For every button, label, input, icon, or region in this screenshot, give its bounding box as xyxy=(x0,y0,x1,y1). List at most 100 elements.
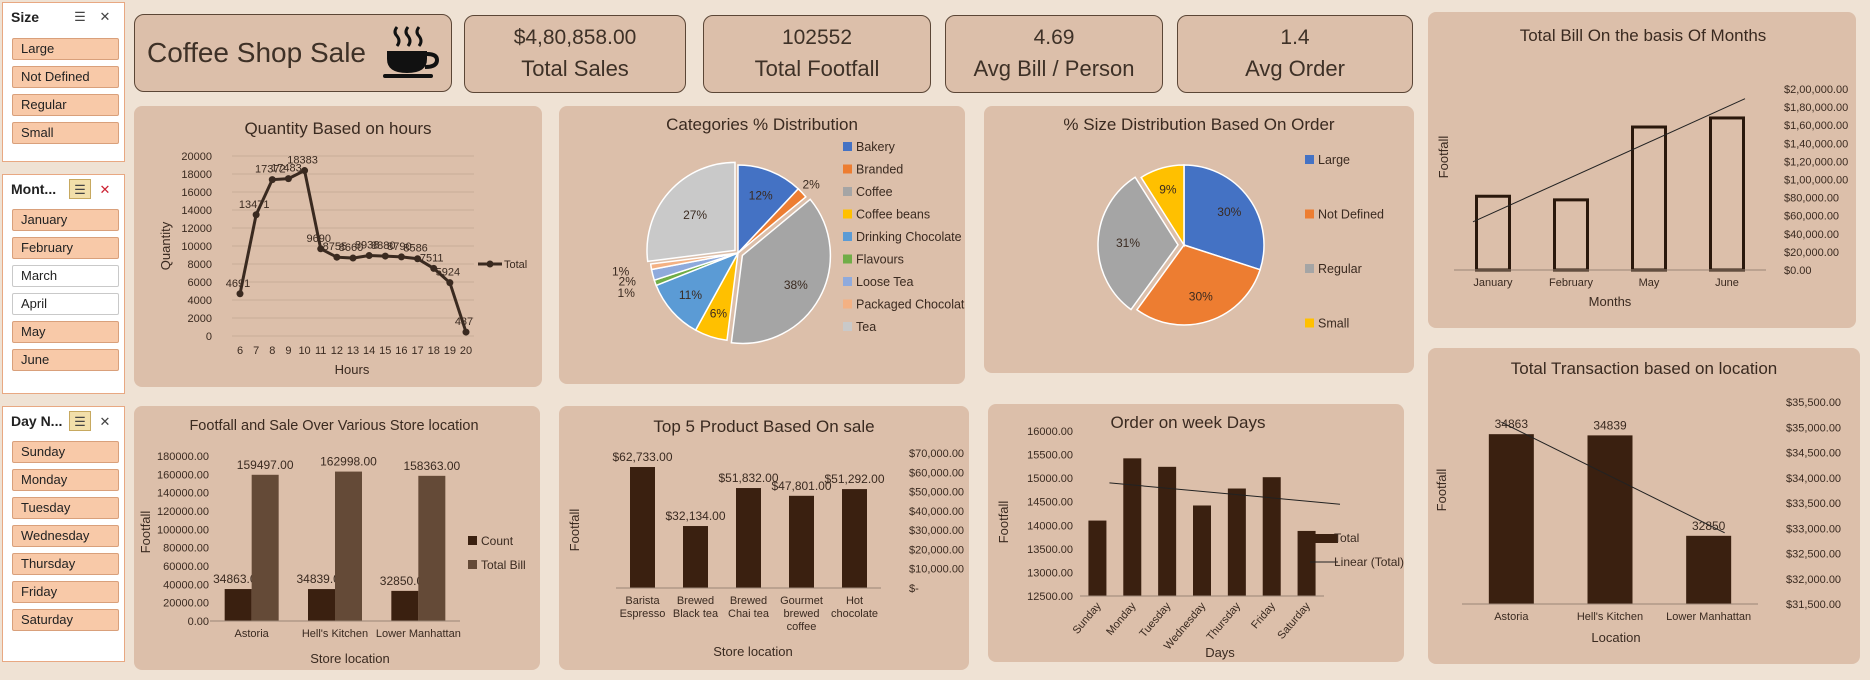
chart-title: Top 5 Product Based On sale xyxy=(653,417,874,436)
y-tick-label: 140000.00 xyxy=(157,488,209,500)
y-tick-label: $31,500.00 xyxy=(1786,599,1841,611)
bar xyxy=(1488,434,1534,604)
clear-filter-icon[interactable]: ✕ xyxy=(99,182,111,197)
y-tick-label: 15000.00 xyxy=(1027,473,1073,485)
y-axis-label: Footfall xyxy=(138,511,153,554)
panel-weekdays: Order on week Days 12500.00 13000.00 13500.… xyxy=(988,404,1404,662)
panel-months: Total Bill On the basis Of Months $0.00 $2… xyxy=(1428,12,1856,328)
x-tick-label: 20 xyxy=(460,345,472,357)
slice-label: 2% xyxy=(619,274,637,288)
y-tick-label: 16000 xyxy=(181,187,212,199)
x-tick-label: Brewed xyxy=(730,595,767,607)
y-tick-label: 12500.00 xyxy=(1027,591,1073,603)
multi-select-icon[interactable]: ☰ xyxy=(74,9,86,24)
legend-label: Loose Tea xyxy=(856,275,914,289)
clear-filter-icon[interactable]: ✕ xyxy=(99,414,111,429)
legend-swatch xyxy=(1305,155,1314,164)
y-tick-label: 20000 xyxy=(181,151,212,163)
y-tick-label: 10000 xyxy=(181,241,212,253)
slice-label: 6% xyxy=(710,306,728,320)
data-point xyxy=(381,252,389,260)
slicer-item[interactable]: January xyxy=(12,209,119,231)
slicer-item[interactable]: Large xyxy=(12,38,119,60)
y-tick-label: 0 xyxy=(206,331,212,343)
x-tick-label: Brewed xyxy=(677,595,714,607)
panel-hours: Quantity Based on hours 0 2000 4000 6000 8000… xyxy=(134,106,542,387)
x-tick-label: coffee xyxy=(787,621,817,633)
x-tick-label: Gourmet xyxy=(780,595,823,607)
x-tick-label: Chai tea xyxy=(728,608,770,620)
clear-filter-icon[interactable]: ✕ xyxy=(99,9,111,24)
panel-sizes: % Size Distribution Based On Order 30% Lar… xyxy=(984,106,1414,373)
data-label: 162998.00 xyxy=(320,455,377,469)
slicer-item[interactable]: February xyxy=(12,237,119,259)
bar xyxy=(251,474,279,621)
kpi-total-footfall: 102552 Total Footfall xyxy=(703,15,931,93)
slicer-item[interactable]: June xyxy=(12,349,119,371)
chart-size-pie: % Size Distribution Based On Order 30% Lar… xyxy=(1063,115,1384,331)
x-tick-label: February xyxy=(1549,277,1594,289)
x-tick-label: Friday xyxy=(1249,600,1278,632)
legend-label: Coffee xyxy=(856,185,893,199)
x-tick-label: June xyxy=(1715,277,1739,289)
slicer-item[interactable]: Not Defined xyxy=(12,66,119,88)
x-tick-label: 6 xyxy=(237,345,243,357)
data-point xyxy=(284,175,292,183)
x-tick-label: Astoria xyxy=(235,628,270,640)
slicer-item[interactable]: May xyxy=(12,321,119,343)
slicer-item[interactable]: Friday xyxy=(12,581,119,603)
x-tick-label: January xyxy=(1473,277,1513,289)
y-tick-label: $1,60,000.00 xyxy=(1784,120,1848,132)
bar xyxy=(1088,520,1107,596)
data-label: $51,292.00 xyxy=(824,472,884,486)
data-label: 8586 xyxy=(403,243,427,255)
slicer-item[interactable]: Sunday xyxy=(12,441,119,463)
x-tick-label: Astoria xyxy=(1494,611,1529,623)
legend-label: Drinking Chocolate xyxy=(856,230,962,244)
slicer-item[interactable]: Saturday xyxy=(12,609,119,631)
y-tick-label: $33,500.00 xyxy=(1786,498,1841,510)
multi-select-icon[interactable]: ☰ xyxy=(69,411,91,431)
kpi-avg-bill: 4.69 Avg Bill / Person xyxy=(945,15,1163,93)
x-tick-label: Hell's Kitchen xyxy=(1577,611,1643,623)
y-tick-label: 2000 xyxy=(188,313,212,325)
legend-label: Total xyxy=(1334,531,1359,545)
slicer-item[interactable]: Thursday xyxy=(12,553,119,575)
slicer-item[interactable]: Monday xyxy=(12,469,119,491)
kpi-value: 1.4 xyxy=(1280,26,1310,49)
x-tick-label: 8 xyxy=(269,345,275,357)
slicer-item[interactable]: Tuesday xyxy=(12,497,119,519)
x-tick-label: Barista xyxy=(625,595,660,607)
slicer-item[interactable]: April xyxy=(12,293,119,315)
panel-products: Top 5 Product Based On sale $- $10,000.00 $… xyxy=(559,406,969,670)
legend-swatch xyxy=(843,299,852,309)
data-label: 17483 xyxy=(271,163,302,175)
multi-select-icon[interactable]: ☰ xyxy=(69,179,91,199)
bar xyxy=(630,467,655,588)
panel-store: Footfall and Sale Over Various Store loc… xyxy=(134,406,540,670)
chart-store: Footfall and Sale Over Various Store loc… xyxy=(138,418,526,666)
bar xyxy=(842,489,867,588)
legend-label: Packaged Chocolate xyxy=(856,298,965,312)
kpi-value: 4.69 xyxy=(1033,26,1075,49)
slice-label: 30% xyxy=(1217,205,1241,219)
bar xyxy=(308,589,335,621)
y-tick-label: $50,000.00 xyxy=(909,487,964,499)
x-tick-label: chocolate xyxy=(831,608,878,620)
x-axis-label: Months xyxy=(1589,294,1632,309)
data-label: $51,832.00 xyxy=(718,471,778,485)
data-label: 34839.00 xyxy=(296,572,346,586)
kpi-label: Total Sales xyxy=(521,56,629,81)
slicer-item[interactable]: Wednesday xyxy=(12,525,119,547)
legend-label: Count xyxy=(481,534,514,548)
slice-label: 2% xyxy=(802,177,820,191)
slicer-item[interactable]: Small xyxy=(12,122,119,144)
x-tick-label: Tuesday xyxy=(1137,600,1173,640)
x-tick-label: May xyxy=(1639,277,1660,289)
y-tick-label: 180000.00 xyxy=(157,451,209,463)
slicer-item[interactable]: Regular xyxy=(12,94,119,116)
data-label: 34839 xyxy=(1593,418,1627,432)
y-tick-label: $32,500.00 xyxy=(1786,549,1841,561)
slicer-item[interactable]: March xyxy=(12,265,119,287)
x-tick-label: 18 xyxy=(428,345,440,357)
